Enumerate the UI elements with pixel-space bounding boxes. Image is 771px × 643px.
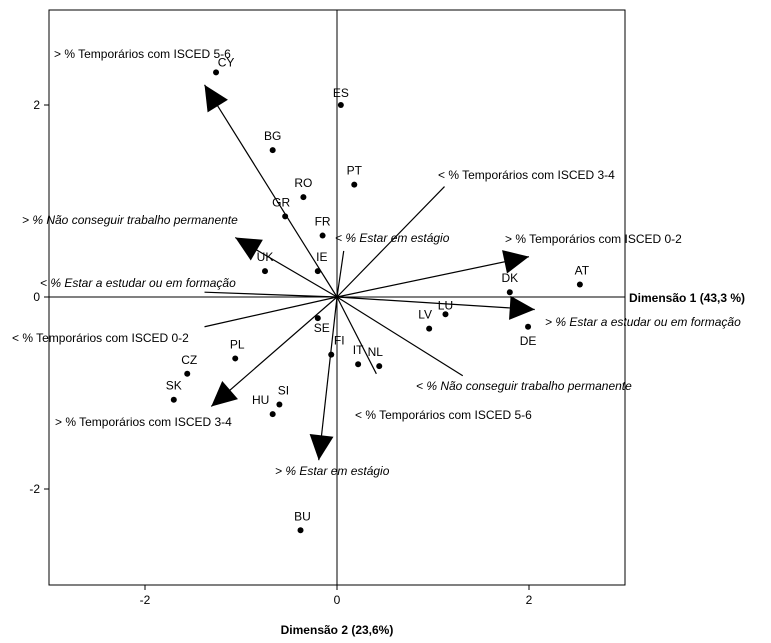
vector-line xyxy=(336,296,377,375)
vector-arrowhead xyxy=(502,250,529,274)
vector-line xyxy=(210,296,338,407)
loading-vectors xyxy=(204,84,535,461)
point-label: FR xyxy=(315,215,331,229)
point-label: BU xyxy=(294,509,311,523)
data-point xyxy=(525,323,532,330)
point-label: RO xyxy=(294,176,312,190)
vector-label: > % Temporários com ISCED 0-2 xyxy=(505,232,682,246)
data-point xyxy=(269,411,276,418)
vector-label: > % Não conseguir trabalho permanente xyxy=(22,213,238,227)
vector-label: > % Temporários com ISCED 5-6 xyxy=(54,47,231,61)
vector-line xyxy=(204,291,338,298)
vector-label: > % Estar em estágio xyxy=(275,464,390,478)
data-point xyxy=(297,527,304,534)
vector-arrowhead xyxy=(235,237,263,261)
point-label: GR xyxy=(272,195,290,209)
vector-line xyxy=(336,296,535,311)
point-label: IE xyxy=(316,250,327,264)
vector-line xyxy=(336,296,464,377)
point-label: SI xyxy=(278,384,289,398)
data-point xyxy=(213,69,220,76)
data-point xyxy=(442,311,449,318)
vector-label: < % Não conseguir trabalho permanente xyxy=(416,379,632,393)
data-point xyxy=(426,325,433,332)
point-label: NL xyxy=(368,345,384,359)
point-label: CY xyxy=(218,55,235,69)
point-label: AT xyxy=(575,264,590,278)
vector-line xyxy=(204,296,338,328)
x-tick-label: -2 xyxy=(140,593,151,607)
vector-line xyxy=(318,296,338,461)
point-label: DE xyxy=(520,334,537,348)
vector-arrowhead xyxy=(211,380,238,407)
vector-line xyxy=(336,256,530,298)
vector-label: < % Temporários com ISCED 3-4 xyxy=(438,168,615,182)
point-label: LV xyxy=(418,308,432,322)
point-label: LU xyxy=(438,298,453,312)
data-point xyxy=(328,351,335,358)
data-point xyxy=(337,102,344,108)
vector-label: > % Estar a estudar ou em formação xyxy=(545,315,741,329)
data-point xyxy=(300,194,307,201)
data-point xyxy=(276,401,283,408)
data-point xyxy=(184,370,191,377)
point-label: FI xyxy=(334,334,345,348)
data-point xyxy=(314,315,321,322)
y-tick-label: 2 xyxy=(33,98,40,112)
vector-label: < % Estar a estudar ou em formação xyxy=(40,276,236,290)
vector-label: < % Temporários com ISCED 5-6 xyxy=(355,408,532,422)
point-label: CZ xyxy=(181,353,197,367)
vector-labels: > % Temporários com ISCED 5-6 > % Não con… xyxy=(12,47,741,478)
vector-line xyxy=(336,186,445,298)
vector-arrowhead xyxy=(309,434,334,461)
vector-label: < % Estar em estágio xyxy=(335,231,450,245)
vector-line xyxy=(204,84,338,298)
data-point xyxy=(170,396,177,403)
data-point xyxy=(576,281,583,288)
vector-label: < % Temporários com ISCED 0-2 xyxy=(12,331,189,345)
data-point xyxy=(355,361,362,368)
point-label: SE xyxy=(314,321,330,335)
point-label: UK xyxy=(257,250,274,264)
x-tick-label: 0 xyxy=(334,593,341,607)
data-point xyxy=(506,289,513,296)
data-point xyxy=(319,232,326,239)
data-point xyxy=(269,147,276,154)
y-tick-label: -2 xyxy=(29,482,40,496)
point-label: IT xyxy=(353,343,364,357)
country-points: CY ES BG PT RO GR FR IE UK AT DK LU LV DE SE FI IT NL PL CZ… xyxy=(166,55,590,534)
data-point xyxy=(314,268,321,275)
axis-ticks: -2 0 2 2 0 -2 xyxy=(29,98,532,607)
point-label: PT xyxy=(347,164,363,178)
vector-label: > % Temporários com ISCED 3-4 xyxy=(55,415,232,429)
y-axis-title: Dimensão 2 (23,6%) xyxy=(281,623,394,637)
x-tick-label: 2 xyxy=(526,593,533,607)
point-label: BG xyxy=(264,129,281,143)
data-point xyxy=(282,213,289,220)
vector-line xyxy=(336,250,345,298)
point-label: SK xyxy=(166,379,182,393)
data-point xyxy=(376,363,383,370)
vector-arrowhead xyxy=(509,295,535,320)
data-point xyxy=(262,268,268,275)
point-label: HU xyxy=(252,393,269,407)
point-label: ES xyxy=(333,86,349,100)
data-point xyxy=(232,355,239,362)
y-tick-label: 0 xyxy=(33,290,40,304)
x-axis-title: Dimensão 1 (43,3 %) xyxy=(629,291,745,305)
point-label: DK xyxy=(501,271,518,285)
vector-arrowhead xyxy=(204,84,228,113)
point-label: PL xyxy=(230,337,245,351)
data-point xyxy=(351,181,358,188)
